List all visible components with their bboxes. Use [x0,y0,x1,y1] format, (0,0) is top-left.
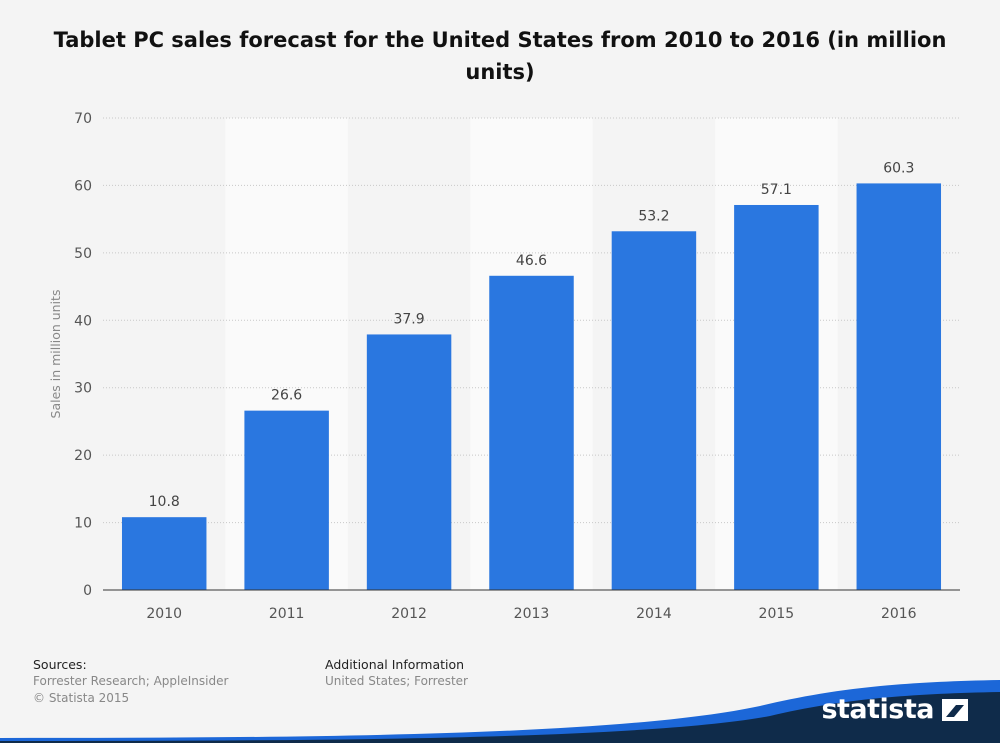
x-tick-label: 2011 [269,606,305,622]
bar-value-labels: 10.8 26.6 37.9 46.6 53.2 57.1 60.3 [149,160,915,510]
x-tick-label: 2015 [759,606,795,622]
additional-info-heading: Additional Information [325,657,465,672]
x-tick-label: 2016 [881,606,917,622]
bar[interactable] [856,183,942,591]
bar[interactable] [734,204,819,591]
x-axis-ticks: 2010 2011 2012 2013 2014 2015 2016 [146,606,916,622]
bar-chart: 0 10 20 30 40 50 60 70 10.8 26.6 37.9 46.6 53.2 57.1… [48,111,960,622]
x-tick-label: 2013 [514,606,550,622]
bar-value-label: 57.1 [761,182,792,198]
y-tick-label: 10 [74,516,92,532]
y-tick-label: 70 [74,111,92,127]
sources-heading: Sources: [33,657,87,672]
bar-value-label: 26.6 [271,388,302,404]
bar-value-label: 10.8 [149,494,180,510]
y-axis-ticks: 0 10 20 30 40 50 60 70 [74,111,92,599]
sources-line: Forrester Research; AppleInsider [33,674,229,688]
x-tick-label: 2012 [391,606,427,622]
x-tick-label: 2010 [146,606,182,622]
y-tick-label: 40 [74,313,92,329]
y-tick-label: 30 [74,381,92,397]
bar[interactable] [489,275,574,590]
chart-title: Tablet PC sales forecast for the United … [53,28,947,84]
brand-name: statista [821,694,934,725]
bar[interactable] [611,231,697,590]
bar-value-label: 46.6 [516,253,547,269]
copyright-line: © Statista 2015 [33,691,130,705]
y-tick-label: 50 [74,246,92,262]
y-tick-label: 0 [83,583,92,599]
bar[interactable] [121,517,207,590]
bar-value-label: 53.2 [638,208,669,224]
bar-value-label: 37.9 [393,311,424,327]
statista-logo[interactable]: statista [821,694,968,725]
additional-info-line: United States; Forrester [325,674,468,688]
y-tick-label: 60 [74,178,92,194]
bars [121,183,942,591]
additional-info-block: Additional Information United States; Fo… [325,656,468,690]
footer-wave [0,680,1000,743]
bar-value-label: 60.3 [883,160,914,176]
bar[interactable] [244,410,329,590]
sources-block: Sources: Forrester Research; AppleInside… [33,656,228,707]
bar[interactable] [366,334,452,590]
statista-mark-icon [942,698,968,721]
x-tick-label: 2014 [636,606,672,622]
y-axis-label: Sales in million units [48,290,63,419]
y-tick-label: 20 [74,448,92,464]
